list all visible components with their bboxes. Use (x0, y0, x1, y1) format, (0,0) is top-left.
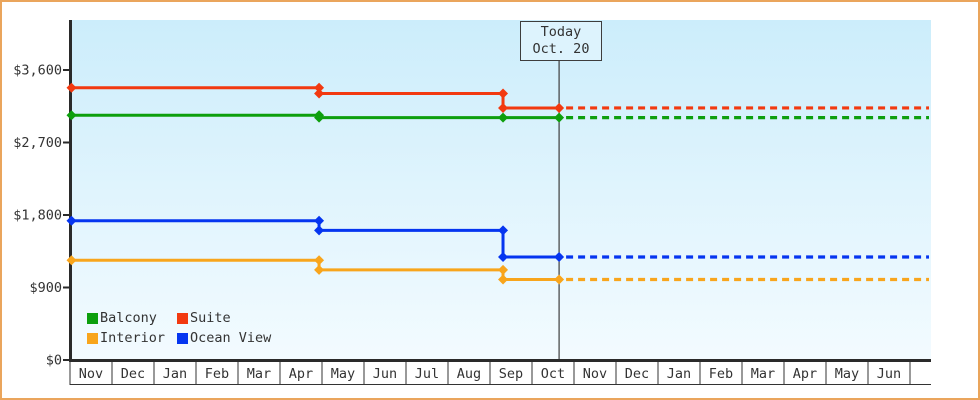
series-ocean-view-point-marker (498, 251, 509, 262)
series-ocean-view-point-marker (314, 215, 325, 226)
month-label: Jul (415, 366, 439, 382)
month-label: Jan (667, 366, 691, 382)
legend-swatch-suite (177, 312, 188, 324)
y-tick-label: $900 (29, 280, 62, 296)
legend-swatch-ocean-view (177, 332, 188, 344)
today-label: Today (540, 24, 582, 40)
month-label: Jun (373, 366, 397, 382)
month-label: Oct (541, 366, 565, 382)
y-tick-label: $2,700 (13, 135, 62, 151)
month-label: Jun (877, 366, 901, 382)
today-date: Oct. 20 (532, 41, 590, 57)
series-suite-point-marker (314, 82, 325, 93)
month-label: Dec (121, 366, 145, 382)
month-label: Nov (583, 366, 607, 382)
legend-label-suite: Suite (190, 310, 231, 326)
series-interior-point-marker (314, 255, 325, 266)
legend-label-interior: Interior (100, 330, 166, 346)
series-interior-point-marker (554, 274, 565, 285)
month-label: Mar (247, 366, 271, 382)
series-ocean-view-line (70, 219, 560, 259)
legend-item-suite: Suite (177, 308, 271, 328)
series-interior-point-marker (498, 264, 509, 275)
legend-item-ocean-view: Ocean View (177, 328, 271, 348)
series-balcony-point-marker (554, 112, 565, 123)
legend-item-interior: Interior (87, 328, 177, 348)
series-interior-point-marker (314, 264, 325, 275)
month-label: Aug (457, 366, 481, 382)
series-ocean-view-point-marker (314, 225, 325, 236)
series-interior-point-marker (66, 255, 77, 266)
y-tick-label: $0 (46, 353, 62, 369)
series-suite-point-marker (554, 102, 565, 113)
series-suite-point-marker (66, 82, 77, 93)
legend-swatch-balcony (87, 312, 98, 324)
y-tick-label: $3,600 (13, 63, 62, 79)
legend-label-balcony: Balcony (100, 310, 157, 326)
legend-item-balcony: Balcony (87, 308, 177, 328)
series-balcony-point-marker (66, 110, 77, 121)
month-label: Mar (751, 366, 775, 382)
month-label: Jan (163, 366, 187, 382)
month-label: Nov (79, 366, 103, 382)
month-label: May (835, 366, 859, 382)
series-ocean-view-point-marker (66, 215, 77, 226)
chart-legend: Balcony Suite Interior Ocean View (87, 308, 271, 348)
series-ocean-view-point-marker (498, 225, 509, 236)
series-interior-point-marker (498, 274, 509, 285)
y-tick-label: $1,800 (13, 208, 62, 224)
series-suite-point-marker (498, 102, 509, 113)
legend-label-ocean-view: Ocean View (190, 330, 272, 346)
month-label: Dec (625, 366, 649, 382)
month-label: Feb (709, 366, 733, 382)
series-balcony-point-marker (314, 112, 325, 123)
series-suite-point-marker (314, 88, 325, 99)
today-annotation-box: Today Oct. 20 (520, 21, 602, 61)
series-interior-line (70, 258, 560, 282)
plot-background (71, 20, 931, 360)
month-label: Sep (499, 366, 523, 382)
series-suite-line (70, 86, 560, 110)
month-label: Feb (205, 366, 229, 382)
month-label: May (331, 366, 355, 382)
legend-swatch-interior (87, 332, 98, 344)
series-ocean-view-point-marker (554, 251, 565, 262)
x-axis-line (69, 359, 931, 362)
month-label: Apr (289, 366, 313, 382)
series-balcony-point-marker (498, 112, 509, 123)
y-axis-line (69, 20, 72, 362)
month-label: Apr (793, 366, 817, 382)
series-suite-point-marker (498, 88, 509, 99)
